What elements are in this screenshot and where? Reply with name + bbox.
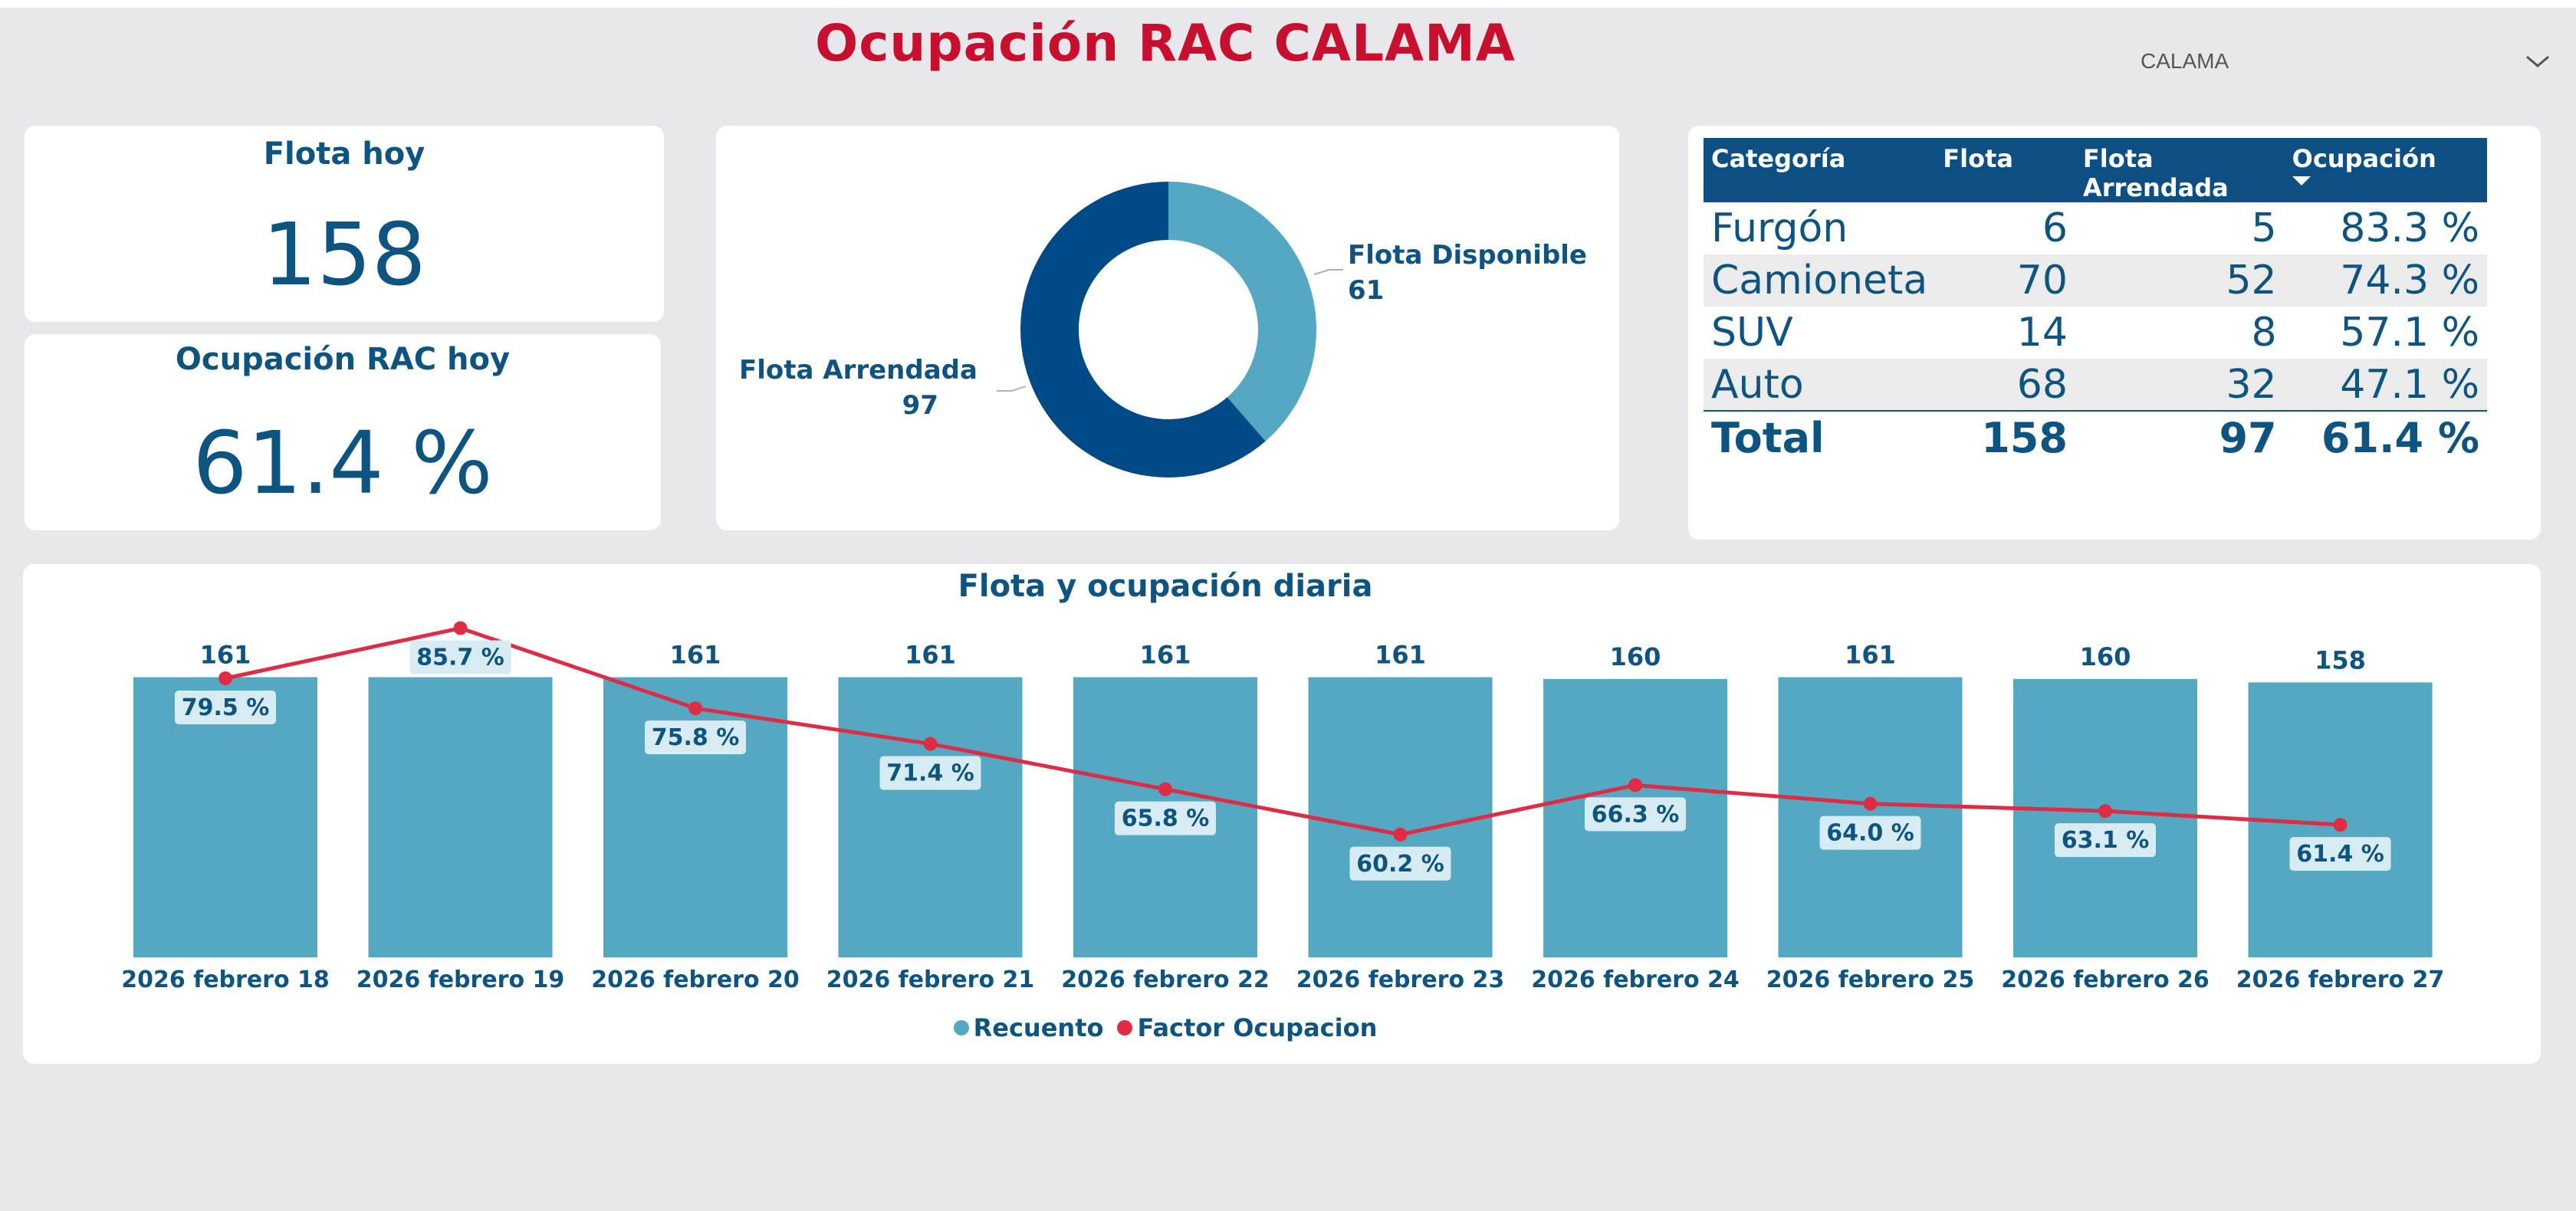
donut-label-available: Flota Disponible 61 xyxy=(1348,240,1587,306)
legend-label: Recuento xyxy=(973,1013,1104,1042)
table-row: Furgón 6 5 83.3 % xyxy=(1704,202,2487,254)
legend-item-bars[interactable]: Recuento xyxy=(953,1013,1104,1042)
cell-occupancy: 83.3 % xyxy=(2340,205,2479,251)
donut-card: Flota Disponible 61 Flota Arrendada 97 xyxy=(716,126,1619,530)
donut-slice-0 xyxy=(1168,182,1316,441)
table-total-row: Total 158 97 61.4 % xyxy=(1704,410,2487,464)
col-header-occupancy[interactable]: Ocupación xyxy=(2284,138,2487,202)
chart-legend: Recuento Factor Ocupacion xyxy=(0,1013,2331,1042)
donut-leader-line xyxy=(997,386,1027,392)
cell-category: SUV xyxy=(1711,310,1793,356)
kpi-label: Ocupación RAC hoy xyxy=(175,342,511,377)
cell-leased: 8 xyxy=(2251,310,2277,356)
sort-desc-icon xyxy=(2292,176,2311,185)
kpi-label: Flota hoy xyxy=(263,136,426,172)
kpi-value: 158 xyxy=(262,205,426,305)
slicer-value: CALAMA xyxy=(2141,49,2229,73)
table-header-row: Categoría Flota Flota Arrendada Ocupació… xyxy=(1704,138,2487,202)
col-header-leased[interactable]: Flota Arrendada xyxy=(2075,138,2285,202)
cell-category: Camioneta xyxy=(1704,254,1936,307)
kpi-value: 61.4 % xyxy=(192,414,493,514)
kpi-card-occupancy: Ocupación RAC hoy 61.4 % xyxy=(25,334,661,530)
fleet-donut-chart xyxy=(997,182,1343,478)
daily-chart-card xyxy=(23,564,2541,1064)
chart-title: Flota y ocupación diaria xyxy=(958,569,1373,604)
location-slicer[interactable]: CALAMA xyxy=(2131,38,2561,84)
cell-occupancy: 57.1 % xyxy=(2340,310,2479,356)
col-header-fleet[interactable]: Flota xyxy=(1935,138,2075,202)
cell-category: Furgón xyxy=(1711,205,1848,251)
page-title: Ocupación RAC CALAMA xyxy=(815,14,1516,73)
donut-slice-1 xyxy=(1020,182,1266,478)
cell-leased: 32 xyxy=(2075,359,2285,411)
cell-fleet: 68 xyxy=(1935,359,2075,411)
legend-item-line[interactable]: Factor Ocupacion xyxy=(1117,1013,1377,1042)
legend-dot xyxy=(1117,1020,1133,1035)
cell-fleet: 70 xyxy=(1935,254,2075,307)
cell-occupancy: 47.1 % xyxy=(2284,359,2487,411)
cell-total-leased: 97 xyxy=(2075,410,2285,464)
cell-leased: 52 xyxy=(2075,254,2285,307)
table-row: SUV 14 8 57.1 % xyxy=(1704,307,2487,359)
col-header-category[interactable]: Categoría xyxy=(1704,138,1936,202)
cell-leased: 5 xyxy=(2251,205,2277,251)
donut-leader-line xyxy=(1313,269,1343,275)
chevron-down-icon[interactable] xyxy=(2522,46,2553,77)
kpi-card-fleet: Flota hoy 158 xyxy=(25,126,664,322)
cell-occupancy: 74.3 % xyxy=(2284,254,2487,307)
cell-fleet: 14 xyxy=(2016,310,2068,356)
top-strip xyxy=(0,0,2576,8)
legend-dot xyxy=(953,1020,969,1035)
table-row: Camioneta 70 52 74.3 % xyxy=(1704,254,2487,307)
cell-total-occupancy: 61.4 % xyxy=(2284,410,2487,464)
category-table: Categoría Flota Flota Arrendada Ocupació… xyxy=(1704,138,2487,464)
cell-total-fleet: 158 xyxy=(1935,410,2075,464)
legend-label: Factor Ocupacion xyxy=(1137,1013,1378,1042)
cell-category: Auto xyxy=(1704,359,1936,411)
donut-label-leased: Flota Arrendada 97 xyxy=(739,355,978,421)
cell-total-label: Total xyxy=(1704,410,1936,464)
table-row: Auto 68 32 47.1 % xyxy=(1704,359,2487,411)
cell-fleet: 6 xyxy=(2042,205,2068,251)
